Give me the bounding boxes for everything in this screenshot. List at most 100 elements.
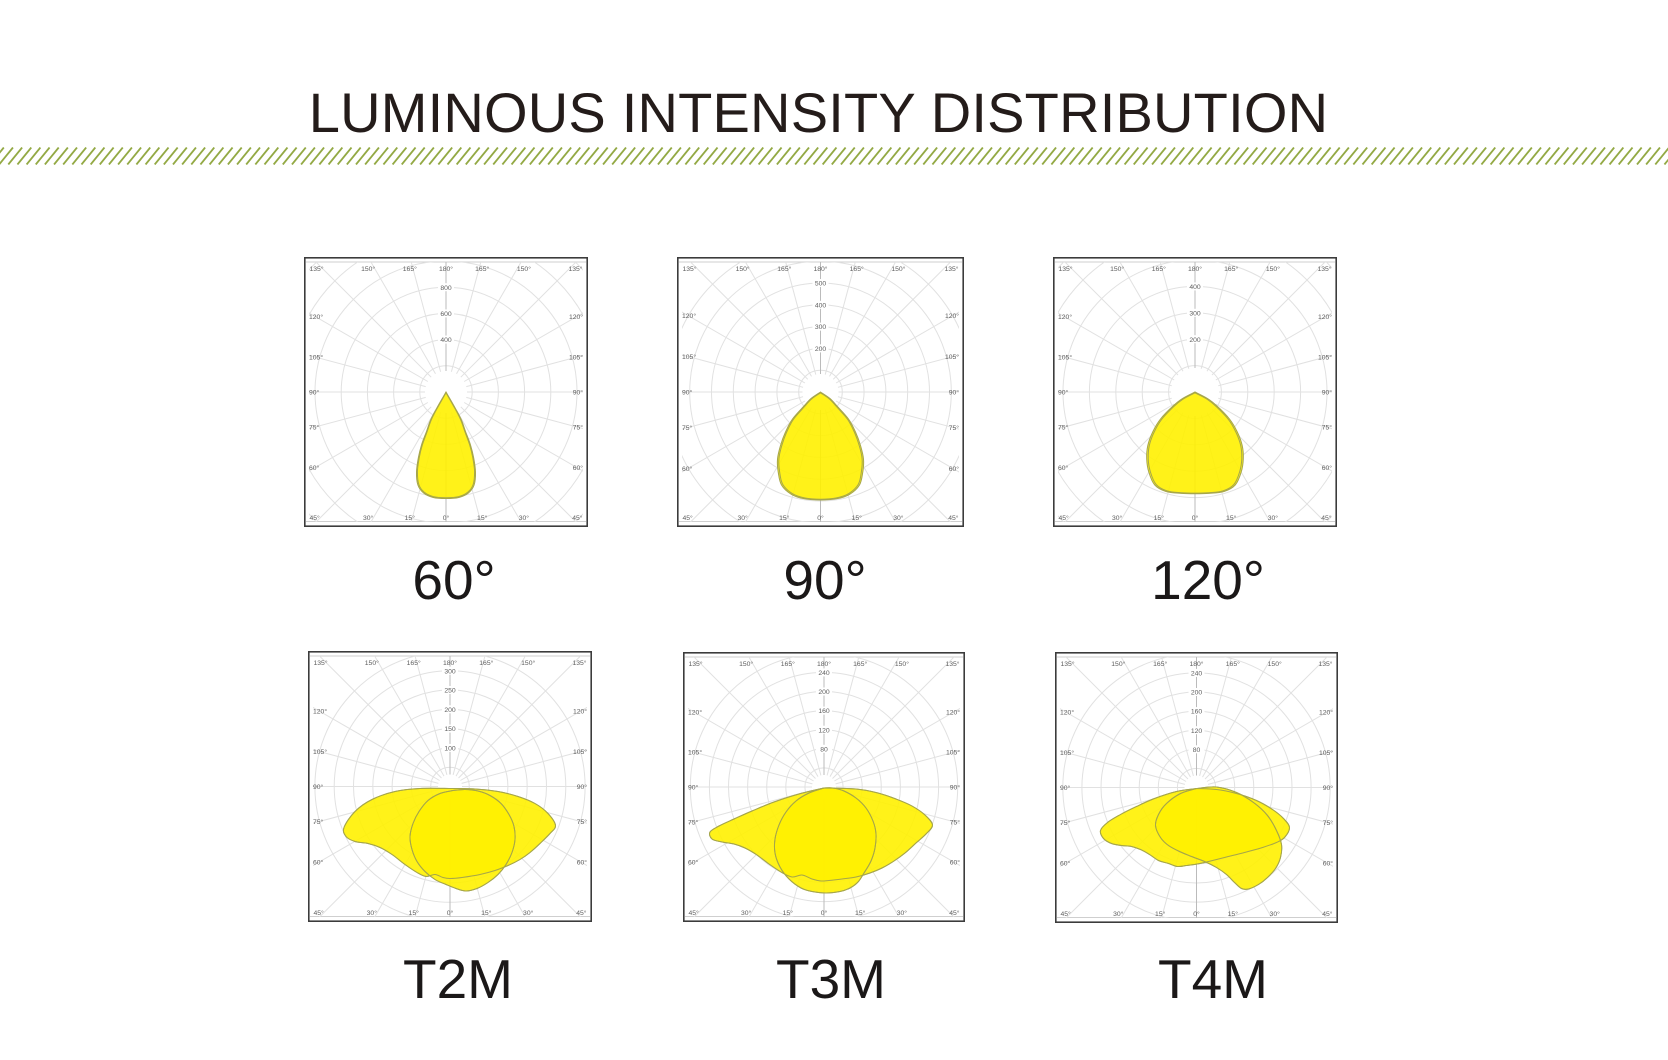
svg-text:75°: 75° [1060, 819, 1071, 827]
svg-text:200: 200 [1189, 337, 1201, 344]
svg-text:300: 300 [444, 668, 456, 675]
svg-text:150°: 150° [521, 659, 535, 667]
svg-text:75°: 75° [309, 424, 320, 432]
svg-text:0°: 0° [443, 514, 450, 522]
svg-text:60°: 60° [682, 465, 693, 473]
svg-text:240: 240 [1191, 671, 1203, 678]
svg-text:135°: 135° [944, 265, 958, 273]
svg-text:60°: 60° [577, 859, 588, 867]
svg-text:30°: 30° [741, 909, 752, 917]
svg-text:75°: 75° [1323, 819, 1334, 827]
svg-text:30°: 30° [367, 909, 378, 917]
svg-text:60°: 60° [688, 859, 699, 867]
svg-text:30°: 30° [1270, 910, 1281, 918]
svg-text:105°: 105° [309, 353, 323, 361]
svg-text:120°: 120° [682, 312, 696, 320]
svg-text:120°: 120° [1318, 313, 1332, 321]
svg-text:180°: 180° [1188, 265, 1202, 273]
svg-text:45°: 45° [310, 514, 321, 522]
svg-text:90°: 90° [1060, 784, 1071, 792]
svg-text:150°: 150° [1268, 660, 1282, 668]
svg-text:15°: 15° [1155, 910, 1166, 918]
svg-text:180°: 180° [817, 660, 831, 668]
svg-text:250: 250 [444, 688, 456, 695]
svg-text:135°: 135° [945, 660, 959, 668]
svg-text:135°: 135° [683, 265, 697, 273]
svg-text:15°: 15° [1228, 910, 1239, 918]
svg-text:105°: 105° [313, 748, 327, 756]
svg-text:90°: 90° [1058, 389, 1069, 397]
svg-text:60°: 60° [950, 859, 961, 867]
svg-text:60°: 60° [573, 464, 584, 472]
svg-text:105°: 105° [1058, 353, 1072, 361]
svg-text:200: 200 [815, 346, 827, 353]
svg-text:600: 600 [440, 311, 452, 318]
svg-text:75°: 75° [577, 818, 588, 826]
svg-text:75°: 75° [573, 424, 584, 432]
svg-text:90°: 90° [682, 389, 693, 397]
svg-text:165°: 165° [407, 659, 421, 667]
svg-text:15°: 15° [477, 514, 488, 522]
svg-text:120°: 120° [313, 707, 327, 715]
svg-text:90°: 90° [1322, 389, 1333, 397]
svg-text:30°: 30° [1112, 514, 1123, 522]
svg-text:30°: 30° [519, 514, 530, 522]
svg-text:120°: 120° [309, 313, 323, 321]
svg-text:200: 200 [1191, 690, 1203, 697]
svg-text:105°: 105° [688, 749, 702, 757]
svg-text:105°: 105° [569, 353, 583, 361]
svg-text:80: 80 [820, 746, 828, 753]
svg-text:45°: 45° [683, 514, 694, 522]
svg-text:105°: 105° [1319, 749, 1333, 757]
svg-text:45°: 45° [314, 909, 325, 917]
svg-text:120: 120 [1191, 728, 1203, 735]
svg-text:105°: 105° [1060, 749, 1074, 757]
svg-text:400: 400 [1189, 284, 1201, 291]
svg-text:60°: 60° [313, 859, 324, 867]
svg-text:150°: 150° [1266, 265, 1280, 273]
svg-text:165°: 165° [1153, 660, 1167, 668]
svg-text:135°: 135° [1059, 265, 1073, 273]
svg-text:300: 300 [815, 324, 827, 331]
svg-text:15°: 15° [1226, 514, 1237, 522]
svg-text:15°: 15° [783, 909, 794, 917]
svg-text:200: 200 [818, 689, 830, 696]
svg-text:45°: 45° [949, 909, 960, 917]
svg-text:45°: 45° [576, 909, 587, 917]
svg-text:165°: 165° [853, 660, 867, 668]
svg-text:45°: 45° [1321, 514, 1332, 522]
svg-text:105°: 105° [573, 748, 587, 756]
svg-text:0°: 0° [1193, 910, 1200, 918]
svg-text:105°: 105° [682, 353, 696, 361]
svg-text:60°: 60° [1323, 859, 1334, 867]
svg-text:135°: 135° [1318, 660, 1332, 668]
svg-text:60°: 60° [949, 465, 960, 473]
svg-text:200: 200 [444, 707, 456, 714]
svg-text:105°: 105° [945, 353, 959, 361]
svg-text:150°: 150° [517, 265, 531, 273]
svg-text:400: 400 [440, 337, 452, 344]
svg-text:30°: 30° [523, 909, 534, 917]
svg-text:120: 120 [818, 727, 830, 734]
svg-text:0°: 0° [821, 909, 828, 917]
svg-text:150°: 150° [739, 660, 753, 668]
svg-text:60°: 60° [1060, 859, 1071, 867]
svg-text:400: 400 [815, 302, 827, 309]
svg-text:90°: 90° [573, 389, 584, 397]
svg-text:150°: 150° [891, 265, 905, 273]
svg-text:45°: 45° [1322, 910, 1333, 918]
svg-text:90°: 90° [309, 389, 320, 397]
svg-text:135°: 135° [314, 659, 328, 667]
svg-text:80: 80 [1193, 747, 1201, 754]
svg-text:90°: 90° [313, 783, 324, 791]
svg-text:165°: 165° [475, 265, 489, 273]
svg-text:160: 160 [818, 708, 830, 715]
svg-text:75°: 75° [950, 818, 961, 826]
svg-text:75°: 75° [1322, 424, 1333, 432]
svg-text:0°: 0° [817, 514, 824, 522]
svg-text:180°: 180° [443, 659, 457, 667]
svg-text:150°: 150° [736, 265, 750, 273]
svg-text:165°: 165° [777, 265, 791, 273]
svg-text:30°: 30° [897, 909, 908, 917]
svg-text:90°: 90° [949, 389, 960, 397]
